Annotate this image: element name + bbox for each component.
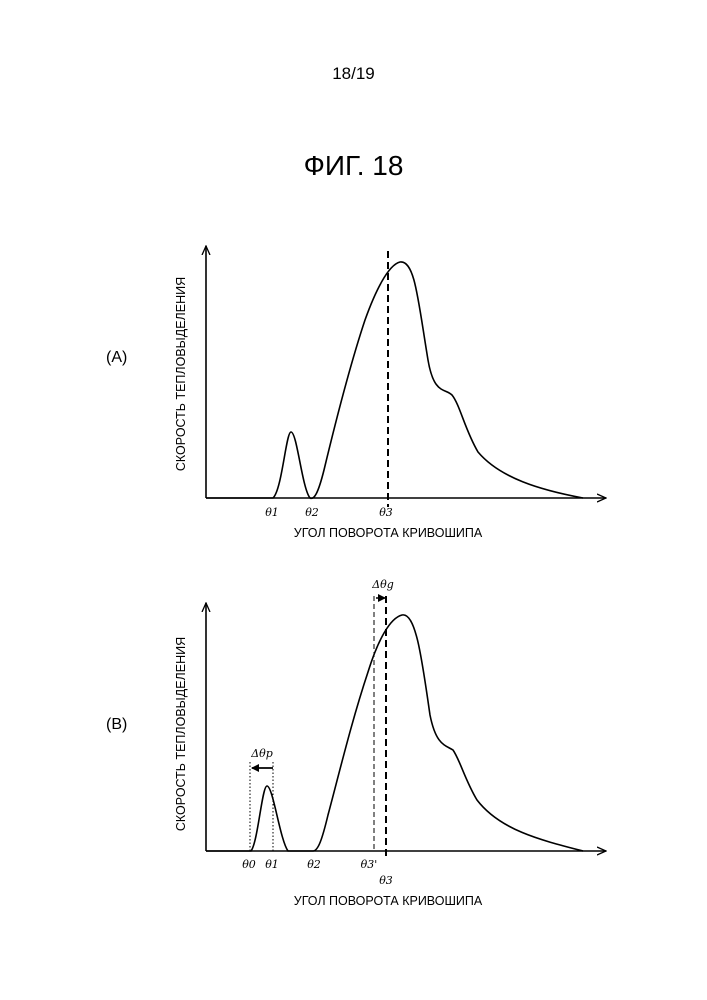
chart-a: θ1 θ2 θ3 УГОЛ ПОВОРОТА КРИВОШИПА СКОРОСТ…	[0, 230, 707, 550]
delta-theta-p-label: Δθp	[250, 747, 273, 760]
x-axis-label: УГОЛ ПОВОРОТА КРИВОШИПА	[294, 526, 483, 540]
tick-label-theta1: θ1	[265, 506, 279, 519]
tick-label-theta0: θ0	[242, 858, 256, 871]
chart-b: Δθp Δθg θ0 θ1 θ2 θ3' θ3 УГОЛ ПОВОРОТА КР…	[0, 580, 707, 910]
y-axis-label: СКОРОСТЬ ТЕПЛОВЫДЕЛЕНИЯ	[174, 637, 188, 831]
tick-label-theta2: θ2	[305, 506, 319, 519]
heat-release-curve	[206, 262, 583, 498]
tick-label-theta1: θ1	[265, 858, 279, 871]
heat-release-curve	[206, 615, 583, 851]
figure-title: ФИГ. 18	[0, 150, 707, 182]
tick-label-theta3: θ3	[379, 506, 393, 519]
tick-label-theta3: θ3	[379, 874, 393, 887]
x-axis-label: УГОЛ ПОВОРОТА КРИВОШИПА	[294, 894, 483, 908]
tick-label-theta3-prime: θ3'	[361, 858, 378, 871]
page-number: 18/19	[0, 64, 707, 84]
tick-label-theta2: θ2	[307, 858, 321, 871]
y-axis-label: СКОРОСТЬ ТЕПЛОВЫДЕЛЕНИЯ	[174, 277, 188, 471]
delta-theta-g-label: Δθg	[371, 578, 394, 591]
